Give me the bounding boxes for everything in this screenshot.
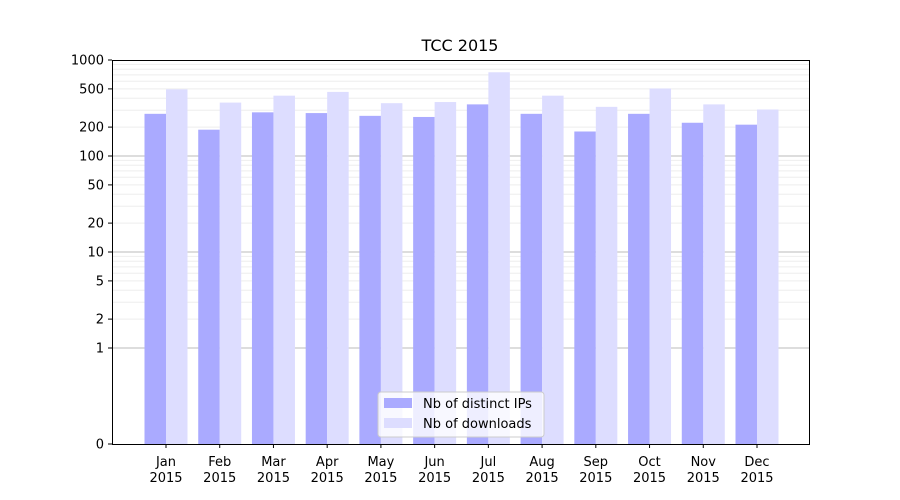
x-axis: Jan 2015 Feb 2015 Mar 2015 Apr 2015 May 2015 Jun 20…	[149, 444, 774, 486]
bar-distinct-ips	[628, 113, 650, 444]
x-tick-label: Dec 2015	[740, 455, 773, 486]
bar-distinct-ips	[520, 113, 543, 444]
bar-distinct-ips	[574, 131, 596, 444]
y-tick-label: 5	[96, 274, 104, 289]
bar-distinct-ips	[251, 112, 274, 444]
bar-downloads	[380, 103, 403, 445]
x-tick-label: Nov 2015	[687, 455, 720, 486]
bar-downloads	[488, 72, 510, 444]
bar-downloads	[219, 102, 242, 444]
plot-frame	[112, 60, 810, 445]
legend-label: Nb of distinct IPs	[423, 397, 532, 412]
y-tick-label: 20	[87, 217, 104, 232]
y-tick-label: 50	[87, 178, 104, 193]
bar-distinct-ips	[305, 113, 328, 445]
x-tick-label: May 2015	[364, 455, 397, 486]
x-tick-label: Jul 2015	[472, 455, 505, 486]
legend-swatch	[384, 418, 412, 428]
chart-title: TCC 2015	[421, 36, 499, 55]
bar-distinct-ips	[198, 129, 220, 444]
y-tick-label: 500	[79, 82, 104, 97]
x-tick-label: Jan 2015	[149, 455, 182, 486]
x-tick-label: Sep 2015	[579, 455, 612, 486]
y-tick-label: 1	[96, 342, 104, 357]
bar-distinct-ips	[681, 122, 704, 444]
bar-distinct-ips	[413, 116, 435, 445]
x-tick-label: Apr 2015	[311, 455, 344, 486]
bar-downloads	[757, 109, 779, 445]
y-tick-label: 2	[96, 313, 104, 328]
bar-downloads	[273, 95, 295, 445]
legend-swatch	[384, 398, 412, 408]
bar-downloads	[327, 91, 349, 445]
bar-distinct-ips	[466, 104, 489, 444]
legend-label: Nb of downloads	[423, 417, 532, 432]
y-tick-label: 100	[79, 150, 104, 165]
x-tick-label: Aug 2015	[526, 455, 559, 486]
legend-box	[377, 391, 545, 438]
bar-downloads	[595, 106, 618, 445]
bar-downloads	[434, 102, 457, 444]
y-tick-label: 0	[96, 438, 104, 453]
y-tick-label: 1000	[71, 54, 104, 69]
y-axis: 0 1 2 5 10 20 50 100 200 500 1000	[71, 54, 112, 453]
legend: Nb of distinct IPs Nb of downloads	[377, 391, 545, 438]
bars	[144, 72, 779, 445]
bar-distinct-ips	[735, 124, 757, 445]
bar-downloads	[166, 89, 188, 444]
bar-distinct-ips	[359, 115, 381, 444]
bar-downloads	[649, 88, 672, 445]
y-tick-label: 10	[87, 246, 104, 261]
x-tick-label: Jun 2015	[418, 455, 451, 486]
bar-downloads	[703, 104, 725, 444]
bar-distinct-ips	[144, 113, 166, 444]
x-tick-label: Feb 2015	[203, 455, 236, 486]
bar-downloads	[542, 95, 564, 445]
x-tick-label: Oct 2015	[633, 455, 666, 486]
x-tick-label: Mar 2015	[257, 455, 290, 486]
y-tick-label: 200	[79, 121, 104, 136]
